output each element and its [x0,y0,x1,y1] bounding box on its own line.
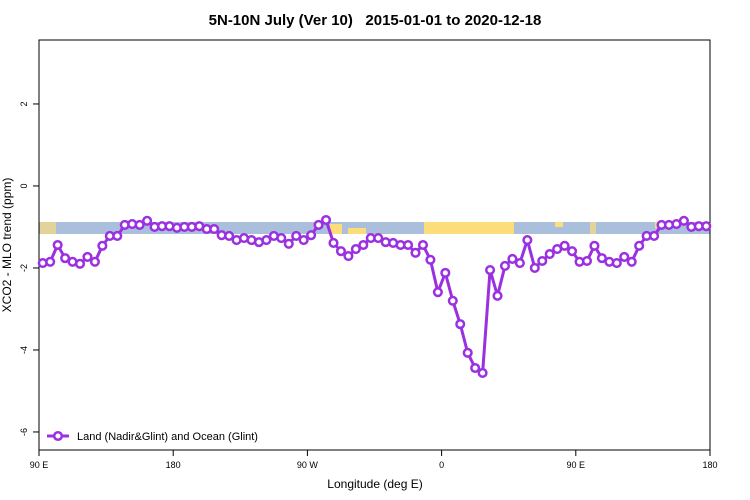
x-tick-label: 90 W [297,460,319,470]
data-point [544,248,555,260]
data-point [529,262,540,274]
data-point [514,257,525,269]
x-tick-label: 0 [439,460,444,470]
data-point [112,230,123,242]
land-band [330,224,342,234]
legend-label: Land (Nadir&Glint) and Ocean (Glint) [77,431,258,443]
data-point [306,230,317,241]
y-tick-label: -4 [19,346,29,354]
data-point [485,264,496,276]
y-tick-label: 2 [19,101,29,106]
land-band [348,228,366,234]
legend-item: Land (Nadir&Glint) and Ocean (Glint) [47,430,258,443]
x-tick-label: 90 E [567,460,586,470]
land-band [40,222,56,234]
data-point [276,232,287,244]
data-point [60,253,71,264]
data-point [499,260,511,271]
data-point [492,290,503,301]
data-point [343,251,354,262]
data-point [350,244,361,255]
data-point [261,235,272,246]
data-point [209,223,220,235]
y-tick-label: -2 [19,264,29,272]
data-point [537,255,548,267]
chart-title: 5N-10N July (Ver 10) 2015-01-01 to 2020-… [209,12,542,29]
data-point [45,256,56,267]
data-point [134,219,145,230]
data-point [455,319,466,330]
data-point [328,237,339,248]
data-point [417,239,429,251]
data-point [611,257,622,269]
data-point [335,246,347,257]
data-point [74,258,86,269]
data-point [626,256,637,267]
data-point [82,251,93,262]
data-point [470,362,481,374]
land-band [590,222,596,234]
data-point [701,221,712,232]
y-tick-label: 0 [19,183,29,188]
data-point [447,295,458,306]
data-point [291,230,302,242]
data-point [596,253,607,264]
data-point [313,219,324,230]
land-band [424,222,514,234]
data-point [97,240,108,251]
data-point [559,240,570,251]
data-line [42,218,707,375]
data-point [619,251,630,262]
data-point [678,215,689,226]
data-point [507,253,518,264]
data-point [581,255,593,267]
data-point [89,256,100,267]
data-point [649,230,660,242]
data-point [589,240,600,251]
data-point [142,215,153,226]
data-point [358,239,369,251]
data-point [403,239,414,251]
x-tick-label: 90 E [30,460,49,470]
y-tick-label: -6 [19,428,29,436]
data-point [567,246,578,257]
data-point [477,367,488,378]
x-tick-label: 180 [702,460,717,470]
data-point [410,247,421,258]
data-point [522,235,533,246]
data-point [432,287,443,298]
x-tick-label: 180 [166,460,181,470]
data-point [425,254,436,265]
data-point [634,240,645,251]
data-point [320,214,332,226]
data-point [224,230,235,242]
data-point [52,239,63,251]
data-point [462,347,473,358]
data-point [373,232,384,244]
land-band [555,222,563,227]
legend-marker [52,430,64,442]
data-point [298,235,309,246]
data-point [283,238,294,249]
data-point [440,267,451,278]
plot-frame [38,39,711,451]
x-axis-label: Longitude (deg E) [327,477,422,491]
y-axis-label: XCO2 - MLO trend (ppm) [0,178,14,313]
